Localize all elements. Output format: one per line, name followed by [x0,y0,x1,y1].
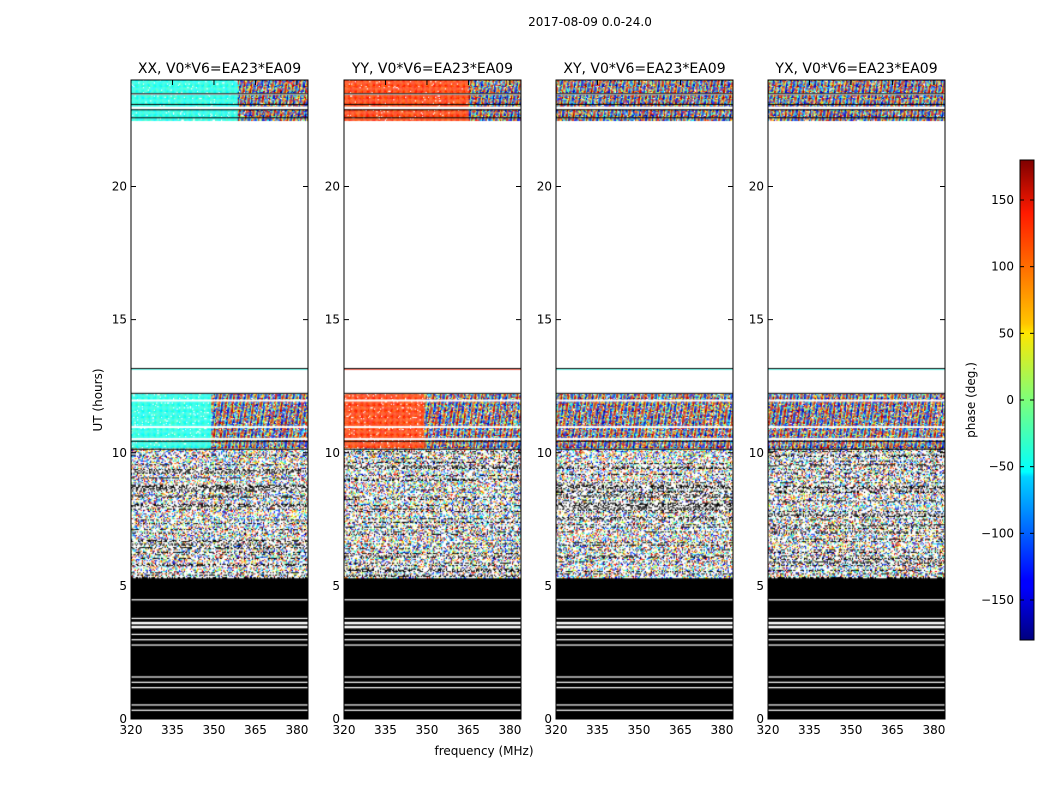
phase-image [556,80,733,719]
colorbar: phase (deg.) 150 100 50 0 −50 −100 −150 [964,159,1035,641]
y-tick-label: 5 [544,579,552,593]
figure-title: 2017-08-09 0.0-24.0 [528,15,652,29]
panel-yx: YX, V0*V6=EA23*EA09 320 335 350 365 380 0 5 10 15… [749,61,946,737]
y-tick-label: 10 [537,446,552,460]
x-tick-label: 365 [244,723,267,737]
colorbar-tick-label: 50 [999,326,1014,340]
colorbar-tick-label: 150 [991,193,1014,207]
y-tick-label: 5 [756,579,764,593]
y-tick-label: 20 [325,180,340,194]
y-tick-label: 20 [112,180,127,194]
x-tick-label: 335 [798,723,821,737]
x-tick-label: 365 [457,723,480,737]
colorbar-tick-label: −50 [989,460,1014,474]
x-tick-label: 380 [498,723,521,737]
panel-yy: YY, V0*V6=EA23*EA09 320 335 350 365 380 0 5 10 15… [325,61,522,737]
panel-title: XY, V0*V6=EA23*EA09 [563,61,725,77]
x-tick-label: 365 [881,723,904,737]
x-tick-label: 335 [161,723,184,737]
y-tick-label: 10 [112,446,127,460]
y-tick-label: 20 [537,180,552,194]
panel-title: YX, V0*V6=EA23*EA09 [774,61,937,77]
y-tick-label: 0 [544,712,552,726]
x-tick-label: 320 [545,723,568,737]
y-tick-label: 0 [332,712,340,726]
phase-image [131,80,308,719]
phase-image [344,80,521,719]
x-tick-label: 365 [669,723,692,737]
x-axis-label: frequency (MHz) [434,744,533,758]
x-tick-label: 335 [586,723,609,737]
y-tick-label: 0 [756,712,764,726]
y-tick-label: 0 [119,712,127,726]
y-tick-label: 15 [749,313,764,327]
y-tick-label: 20 [749,180,764,194]
y-tick-label: 15 [325,313,340,327]
y-axis-label: UT (hours) [91,368,105,431]
panel-title: XX, V0*V6=EA23*EA09 [138,61,301,77]
x-tick-label: 320 [333,723,356,737]
x-tick-label: 380 [285,723,308,737]
x-tick-label: 380 [710,723,733,737]
x-tick-label: 335 [374,723,397,737]
panel-title: YY, V0*V6=EA23*EA09 [351,61,513,77]
x-tick-label: 350 [628,723,651,737]
panel-xy: XY, V0*V6=EA23*EA09 320 335 350 365 380 0 5 10 15… [537,61,734,737]
y-tick-label: 10 [325,446,340,460]
colorbar-label: phase (deg.) [964,362,978,438]
colorbar-tick-label: −100 [981,526,1014,540]
colorbar-tick-label: 0 [1006,393,1014,407]
panel-frame [343,79,522,720]
panel-frame [130,79,309,720]
colorbar-tick-label: 100 [991,260,1014,274]
colorbar-tick-label: −150 [981,593,1014,607]
y-tick-label: 15 [112,313,127,327]
x-tick-label: 320 [120,723,143,737]
panel-frame [767,79,946,720]
y-tick-label: 5 [119,579,127,593]
x-tick-label: 350 [203,723,226,737]
y-tick-label: 15 [537,313,552,327]
y-tick-label: 10 [749,446,764,460]
panel-frame [555,79,734,720]
phase-image [768,80,945,719]
y-tick-label: 5 [332,579,340,593]
x-tick-label: 320 [757,723,780,737]
panels: XX, V0*V6=EA23*EA09 320 335 350 365 380 0 5 10 15… [112,61,946,737]
x-tick-label: 350 [840,723,863,737]
x-tick-label: 380 [922,723,945,737]
panel-xx: XX, V0*V6=EA23*EA09 320 335 350 365 380 0 5 10 15… [112,61,309,737]
x-tick-label: 350 [416,723,439,737]
